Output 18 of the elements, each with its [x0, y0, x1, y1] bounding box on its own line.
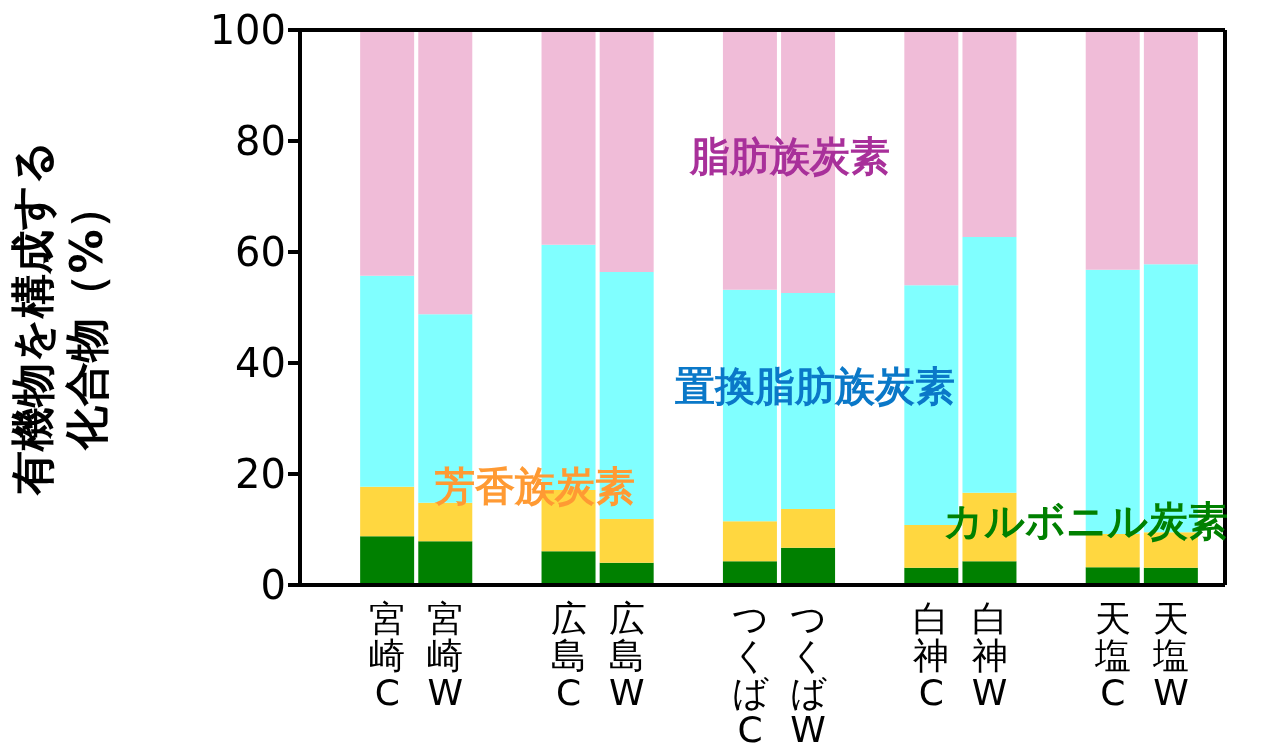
y-tick-label: 80: [235, 118, 286, 165]
x-tick-label: 広島C: [550, 598, 587, 713]
x-tick-label: 白神W: [971, 598, 1008, 713]
x-tick-label: 天塩W: [1151, 598, 1189, 713]
x-tick-label: 宮崎C: [369, 598, 406, 713]
series-label: 脂肪族炭素: [689, 133, 890, 179]
x-tick-label: 白神C: [913, 598, 950, 713]
x-tick-label: つくばW: [789, 598, 827, 750]
x-tick-label: 宮崎W: [427, 598, 464, 713]
y-tick-label: 60: [235, 229, 286, 276]
y-tick-label: 40: [235, 340, 286, 387]
y-tick-label: 0: [260, 562, 286, 609]
x-tick-label: 広島W: [608, 598, 645, 713]
y-axis-title: 有機物を構成する化合物（%）: [7, 140, 112, 496]
x-tick-label: つくばC: [731, 598, 769, 750]
y-tick-label: 100: [209, 7, 286, 54]
y-tick-label: 20: [235, 451, 286, 498]
x-tick-label: 天塩C: [1093, 598, 1131, 713]
